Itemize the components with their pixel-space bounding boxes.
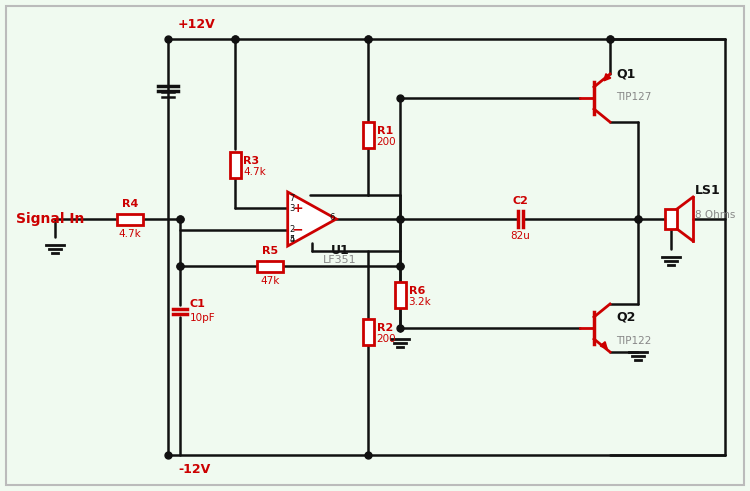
- Polygon shape: [288, 192, 336, 246]
- Text: 6: 6: [329, 213, 334, 221]
- Text: TIP122: TIP122: [616, 336, 651, 346]
- Text: 82u: 82u: [510, 231, 530, 241]
- Text: 5: 5: [290, 235, 295, 244]
- Text: 4.7k: 4.7k: [118, 228, 141, 239]
- Text: -12V: -12V: [178, 463, 210, 476]
- Text: U1: U1: [331, 244, 350, 257]
- Text: 47k: 47k: [260, 275, 280, 285]
- Bar: [394, 282, 406, 308]
- Text: Q2: Q2: [616, 311, 635, 324]
- Text: +12V: +12V: [178, 18, 216, 31]
- Text: 10pF: 10pF: [190, 313, 216, 323]
- Bar: [257, 261, 283, 272]
- Text: R5: R5: [262, 246, 278, 255]
- Bar: [230, 152, 241, 178]
- Text: 7: 7: [290, 194, 295, 203]
- Text: +: +: [292, 202, 303, 215]
- Text: C2: C2: [512, 196, 528, 206]
- Text: −: −: [292, 223, 304, 237]
- Text: LF351: LF351: [323, 255, 357, 265]
- Text: 3: 3: [290, 204, 295, 213]
- Bar: [362, 319, 374, 345]
- Text: LS1: LS1: [695, 184, 721, 197]
- Text: 200: 200: [376, 137, 396, 147]
- FancyBboxPatch shape: [6, 6, 744, 485]
- Text: Signal In: Signal In: [16, 212, 84, 226]
- Text: R3: R3: [244, 156, 260, 166]
- Text: R6: R6: [409, 286, 424, 296]
- Text: 4: 4: [290, 235, 295, 244]
- Text: 4.7k: 4.7k: [244, 167, 266, 177]
- Text: 3.2k: 3.2k: [409, 297, 431, 307]
- Text: 8 Ohms: 8 Ohms: [695, 210, 735, 220]
- Bar: [362, 122, 374, 148]
- Text: C1: C1: [190, 299, 206, 309]
- Text: R2: R2: [376, 323, 393, 333]
- Bar: [665, 209, 677, 229]
- Text: R1: R1: [376, 126, 393, 136]
- Text: 2: 2: [290, 225, 295, 234]
- Text: TIP127: TIP127: [616, 92, 651, 102]
- Text: R4: R4: [122, 198, 138, 209]
- Text: Q1: Q1: [616, 67, 635, 80]
- Bar: [117, 214, 143, 224]
- Text: 200: 200: [376, 334, 396, 344]
